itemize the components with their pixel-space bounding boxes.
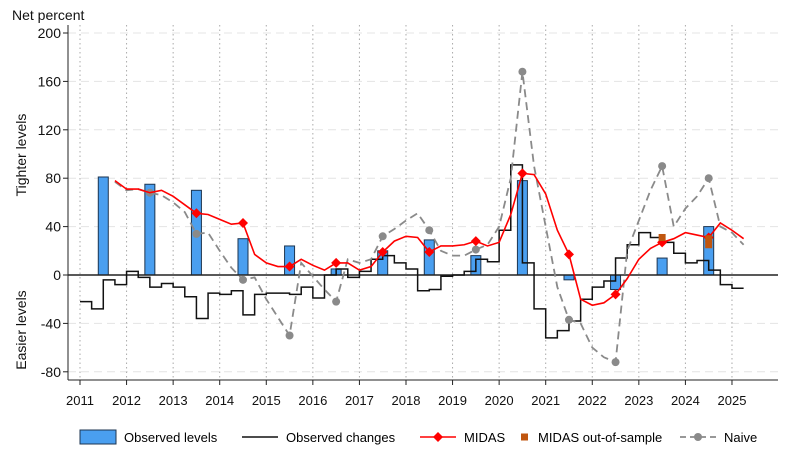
observed-changes-line [80,164,744,339]
naive-point [332,297,341,306]
y-axis-title: Net percent [12,7,84,23]
midas-point [563,249,574,260]
x-tick-label: 2019 [438,393,467,408]
x-tick-label: 2012 [112,393,141,408]
legend-midas-marker [433,432,443,442]
naive-point [192,229,201,238]
y-tick-label: 160 [38,73,62,89]
midas-point [191,208,202,219]
midas-point [610,289,621,300]
legend-bar-swatch [79,429,117,445]
x-tick-label: 2023 [624,393,653,408]
bar-observed-level [144,183,156,276]
naive-point [704,174,713,183]
x-tick-label: 2016 [298,393,327,408]
y-tick-label: 80 [45,170,61,186]
x-tick-label: 2024 [671,393,700,408]
midas-point [377,247,388,258]
naive-point [518,67,527,76]
midas-point [284,261,295,272]
bar-observed-level [237,238,249,276]
x-tick-label: 2022 [578,393,607,408]
y-tick-label: 0 [53,267,61,283]
bar-observed-level [656,257,668,276]
naive-point [285,331,294,340]
legend-label: MIDAS out-of-sample [538,430,662,445]
legend-label: Observed changes [286,430,396,445]
midas-point [517,168,528,179]
y-tick-label: 200 [38,25,62,41]
midas-oos-point [705,235,713,243]
x-tick-label: 2013 [159,393,188,408]
x-tick-label: 2018 [392,393,421,408]
midas-point [470,236,481,247]
legend-label: MIDAS [464,430,506,445]
midas-point [331,257,342,268]
y-label-tighter: Tighter levels [13,114,29,197]
naive-point [611,358,620,367]
naive-point [658,162,667,171]
naive-point [564,315,573,324]
legend-label: Observed levels [124,430,218,445]
legend-oos-marker [521,433,528,441]
x-tick-label: 2025 [718,393,747,408]
naive-point [238,275,247,284]
y-tick-label: -80 [41,364,61,380]
y-tick-label: 120 [38,122,62,138]
y-tick-label: -40 [41,315,61,331]
x-tick-label: 2014 [205,393,234,408]
legend-naive-marker [694,433,702,441]
naive-line [114,71,745,364]
x-tick-label: 2011 [66,393,94,408]
bar-observed-level [423,239,435,276]
legend-label: Naive [724,430,757,445]
y-label-easier: Easier levels [13,290,29,369]
midas-point [237,217,248,228]
x-tick-label: 2021 [531,393,560,408]
bar-observed-level [97,176,109,276]
x-tick-label: 2020 [485,393,514,408]
naive-point [425,226,434,235]
x-tick-label: 2015 [252,393,281,408]
midas-oos-point [658,233,666,241]
midas-oos-point [705,241,713,249]
naive-point [471,245,480,254]
midas-point [424,247,435,258]
naive-point [378,232,387,241]
y-tick-label: 40 [45,219,61,235]
x-tick-label: 2017 [345,393,374,408]
